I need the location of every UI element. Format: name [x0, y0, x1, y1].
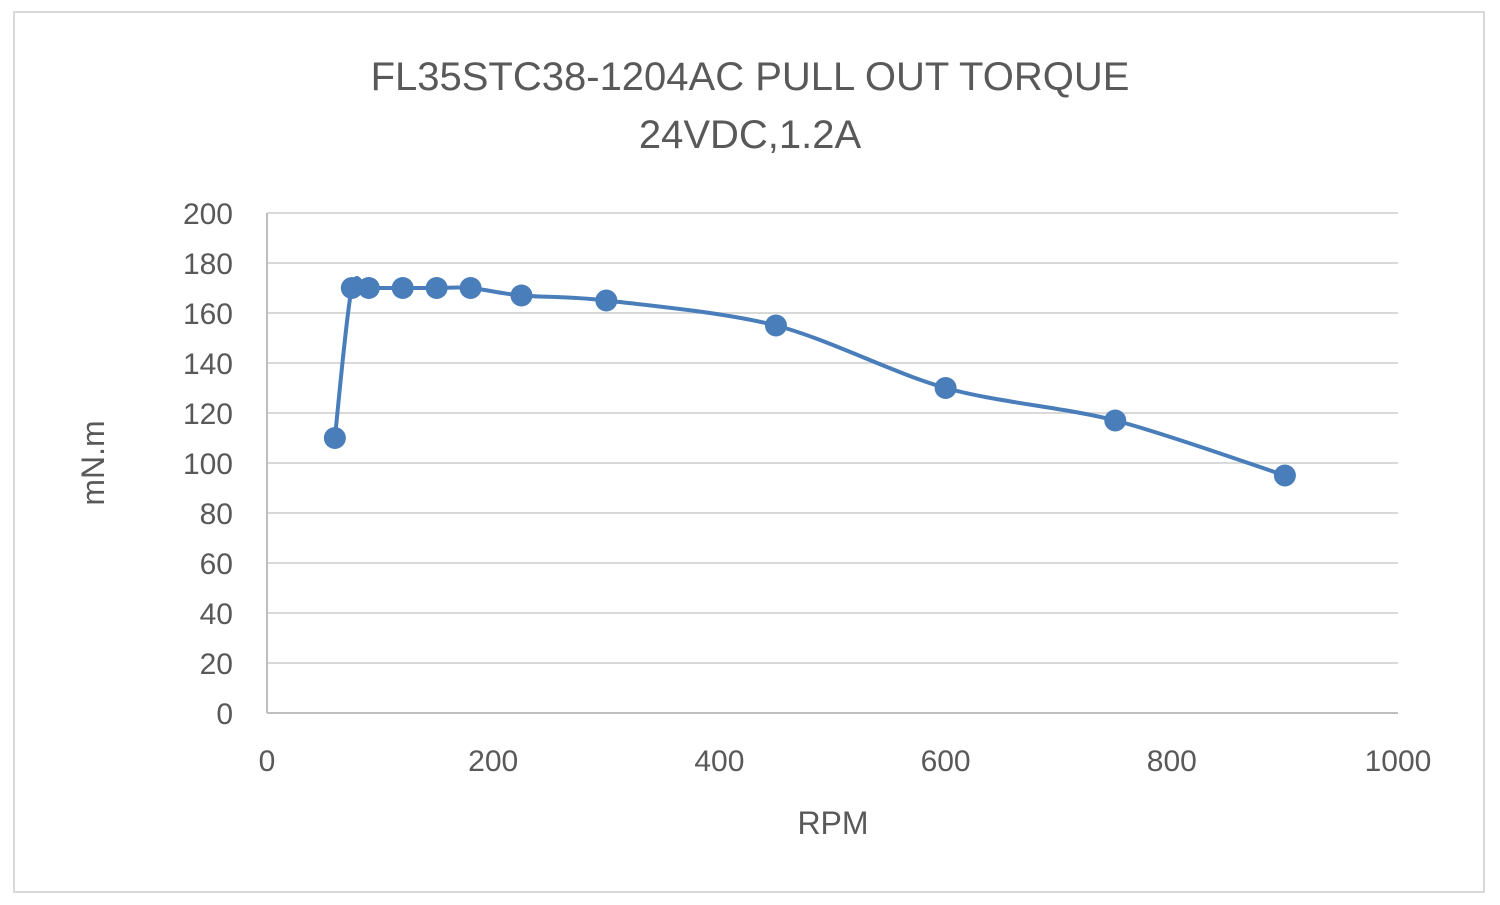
torque-series: [323, 276, 1296, 487]
y-tick-label: 100: [183, 448, 233, 481]
y-tick-label: 80: [200, 498, 233, 531]
data-point: [764, 314, 787, 337]
x-tick-label: 400: [694, 745, 744, 778]
y-tick-label: 20: [200, 648, 233, 681]
series-line: [332, 276, 1286, 478]
y-tick-label: 140: [183, 348, 233, 381]
y-axis-title: mN.m: [75, 420, 111, 505]
x-tick-label: 0: [259, 745, 276, 778]
data-point: [510, 284, 533, 307]
y-tick-label: 160: [183, 298, 233, 331]
y-tick-label: 0: [216, 698, 233, 731]
chart-subtitle: 24VDC,1.2A: [639, 113, 862, 157]
y-tick-label: 120: [183, 398, 233, 431]
data-point: [1104, 409, 1127, 432]
data-point: [425, 277, 448, 299]
x-tick-label: 800: [1147, 745, 1197, 778]
data-point: [357, 277, 380, 299]
x-tick-label: 200: [468, 745, 518, 778]
data-point: [459, 277, 482, 299]
x-axis-title: RPM: [797, 805, 868, 841]
chart-title: FL35STC38-1204AC PULL OUT TORQUE: [371, 55, 1130, 99]
y-tick-label: 40: [200, 598, 233, 631]
gridlines: [267, 212, 1398, 664]
data-point: [323, 427, 346, 449]
y-tick-label: 180: [183, 248, 233, 281]
data-point: [391, 277, 414, 299]
data-point: [934, 377, 957, 399]
y-tick-label: 60: [200, 548, 233, 581]
y-axis-ticks: 0 20 40 60 80 100 120 140 160 180 200: [183, 198, 233, 731]
data-point: [340, 277, 363, 299]
x-axis-ticks: 0 200 400 600 800 1000: [259, 745, 1432, 778]
x-tick-label: 600: [921, 745, 971, 778]
data-point: [1273, 464, 1296, 487]
chart-frame: [13, 11, 1485, 893]
y-tick-label: 200: [183, 198, 233, 231]
x-tick-label: 1000: [1365, 745, 1432, 778]
data-point: [595, 289, 618, 312]
